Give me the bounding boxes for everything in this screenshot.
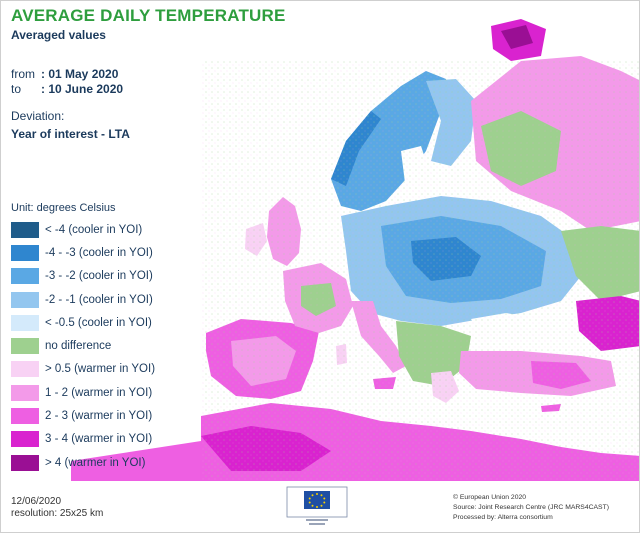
period-to-row: to : 10 June 2020	[11, 82, 123, 97]
footer-source: Source: Joint Research Centre (JRC MARS4…	[453, 504, 609, 511]
legend-swatch	[11, 338, 39, 355]
legend-swatch	[11, 361, 39, 378]
legend-swatch	[11, 431, 39, 448]
legend-label: no difference	[45, 340, 112, 353]
legend-swatch	[11, 384, 39, 401]
north-africa-far-west	[71, 441, 211, 481]
period-from-row: from : 01 May 2020	[11, 67, 123, 82]
kola-extreme	[501, 25, 533, 49]
map-title: AVERAGE DAILY TEMPERATURE	[11, 6, 286, 25]
legend-label: -3 - -2 (cooler in YOI)	[45, 270, 153, 283]
legend-item: > 0.5 (warmer in YOI)	[11, 358, 155, 381]
footer-date: 12/06/2020	[11, 496, 62, 507]
legend-unit: Unit: degrees Celsius	[11, 202, 116, 214]
legend-item: 1 - 2 (warmer in YOI)	[11, 381, 155, 404]
footer-resolution: resolution: 25x25 km	[11, 508, 104, 519]
period-from-key: from	[11, 67, 35, 81]
legend-item: 2 - 3 (warmer in YOI)	[11, 404, 155, 427]
legend-item: -2 - -1 (cooler in YOI)	[11, 288, 155, 311]
legend-item: < -0.5 (cooler in YOI)	[11, 311, 155, 334]
footer-left: 12/06/2020 resolution: 25x25 km	[11, 496, 103, 520]
footer-processed: Processed by: Alterra consortium	[453, 514, 553, 521]
legend-swatch	[11, 244, 39, 261]
legend-label: 3 - 4 (warmer in YOI)	[45, 433, 153, 446]
legend-label: < -0.5 (cooler in YOI)	[45, 316, 152, 329]
period-from-value: : 01 May 2020	[41, 67, 119, 81]
european-commission-logo	[286, 486, 348, 525]
footer-right: © European Union 2020 Source: Joint Rese…	[453, 493, 609, 523]
legend-swatch	[11, 408, 39, 425]
legend-item: 3 - 4 (warmer in YOI)	[11, 428, 155, 451]
legend-item: -4 - -3 (cooler in YOI)	[11, 241, 155, 264]
legend-label: 2 - 3 (warmer in YOI)	[45, 410, 153, 423]
legend-item: > 4 (warmer in YOI)	[11, 451, 155, 474]
deviation-value: Year of interest - LTA	[11, 127, 130, 141]
legend-label: -4 - -3 (cooler in YOI)	[45, 246, 153, 259]
legend: < -4 (cooler in YOI) -4 - -3 (cooler in Y…	[11, 218, 155, 474]
legend-label: -2 - -1 (cooler in YOI)	[45, 293, 153, 306]
legend-swatch	[11, 454, 39, 471]
legend-swatch	[11, 314, 39, 331]
legend-swatch	[11, 291, 39, 308]
deviation-label: Deviation:	[11, 109, 65, 123]
legend-label: > 0.5 (warmer in YOI)	[45, 363, 156, 376]
legend-swatch	[11, 268, 39, 285]
period-block: from : 01 May 2020 to : 10 June 2020	[11, 67, 123, 97]
legend-item: no difference	[11, 334, 155, 357]
legend-item: -3 - -2 (cooler in YOI)	[11, 265, 155, 288]
legend-item: < -4 (cooler in YOI)	[11, 218, 155, 241]
map-subtitle: Averaged values	[11, 28, 106, 42]
footer-copyright: © European Union 2020	[453, 494, 527, 501]
period-to-value: : 10 June 2020	[41, 82, 124, 96]
legend-label: < -4 (cooler in YOI)	[45, 223, 143, 236]
period-to-key: to	[11, 82, 22, 96]
legend-label: > 4 (warmer in YOI)	[45, 456, 146, 469]
legend-swatch	[11, 221, 39, 238]
legend-label: 1 - 2 (warmer in YOI)	[45, 386, 153, 399]
